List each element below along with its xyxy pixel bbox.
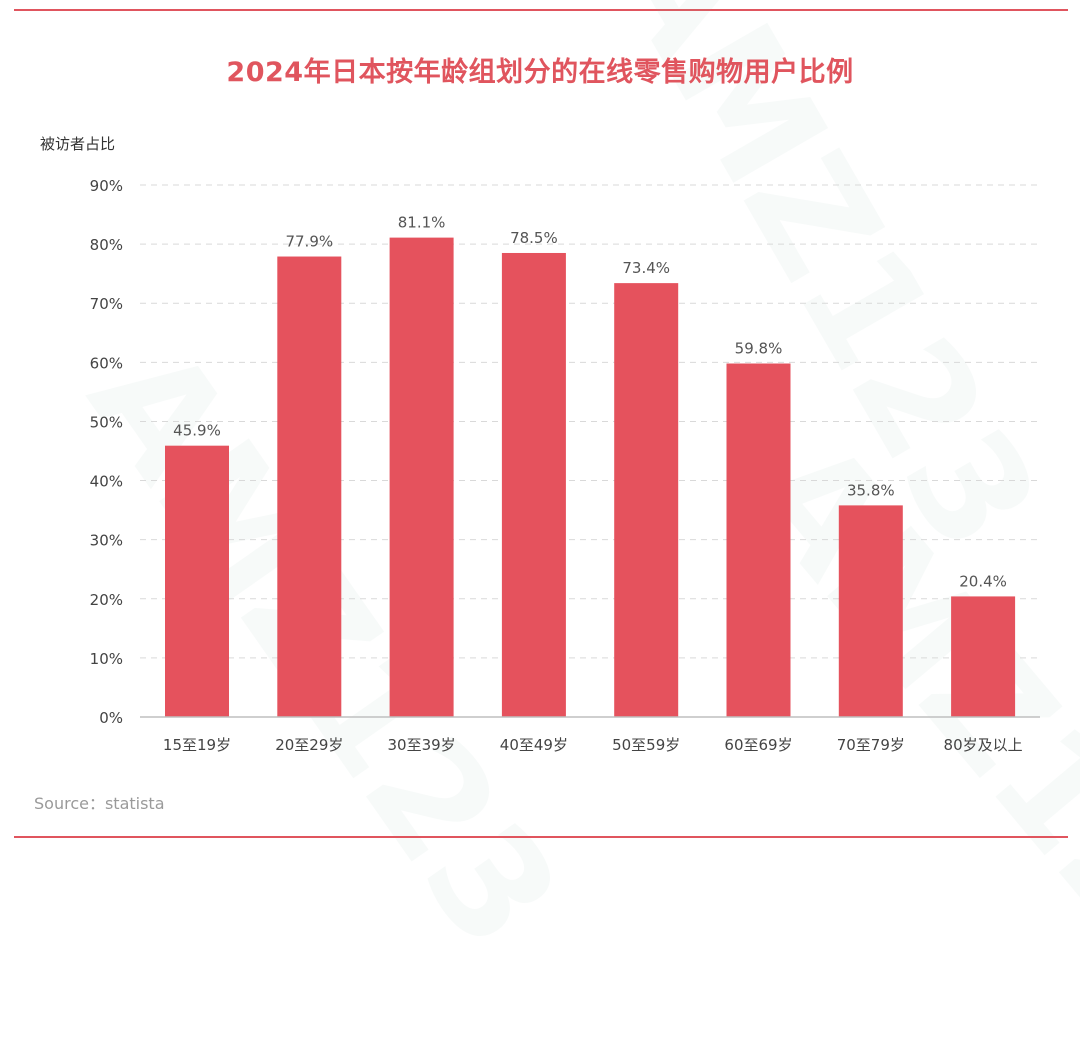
y-tick-label: 0% bbox=[99, 709, 123, 727]
top-border-line bbox=[14, 9, 1068, 11]
x-tick-label: 20至29岁 bbox=[275, 736, 343, 754]
bar-chart: 0% 10% 20% 30% 40% 50% 60% 70% 80% 90% 45.9% 15至19岁… bbox=[90, 177, 1040, 754]
x-tick-label: 70至79岁 bbox=[837, 736, 905, 754]
bar bbox=[838, 505, 903, 717]
data-label: 59.8% bbox=[735, 340, 783, 358]
bar bbox=[389, 237, 454, 717]
y-tick-label: 40% bbox=[90, 473, 123, 491]
source-note: Source：statista bbox=[34, 794, 165, 813]
bar bbox=[277, 256, 342, 717]
data-label: 77.9% bbox=[285, 233, 333, 251]
bar bbox=[614, 283, 679, 717]
y-tick-label: 90% bbox=[90, 177, 123, 195]
bottom-border-line bbox=[14, 836, 1068, 838]
data-label: 35.8% bbox=[847, 481, 895, 499]
y-tick-label: 60% bbox=[90, 354, 123, 372]
x-tick-label: 50至59岁 bbox=[612, 736, 680, 754]
y-tick-label: 10% bbox=[90, 650, 123, 668]
y-tick-label: 50% bbox=[90, 413, 123, 431]
data-label: 20.4% bbox=[959, 572, 1007, 590]
y-axis-label: 被访者占比 bbox=[40, 135, 116, 153]
x-tick-label: 80岁及以上 bbox=[944, 736, 1023, 754]
data-label: 78.5% bbox=[510, 229, 558, 247]
chart-title: 2024年日本按年龄组划分的在线零售购物用户比例 bbox=[226, 57, 854, 88]
bar bbox=[165, 445, 229, 717]
data-label: 73.4% bbox=[622, 259, 670, 277]
bar bbox=[726, 363, 791, 717]
data-label: 81.1% bbox=[398, 214, 446, 232]
bar bbox=[951, 596, 1016, 717]
data-label: 45.9% bbox=[173, 422, 221, 440]
y-tick-label: 80% bbox=[90, 236, 123, 254]
y-tick-label: 20% bbox=[90, 591, 123, 609]
x-tick-label: 40至49岁 bbox=[500, 736, 568, 754]
x-tick-label: 15至19岁 bbox=[163, 736, 231, 754]
y-tick-label: 70% bbox=[90, 295, 123, 313]
x-tick-label: 60至69岁 bbox=[724, 736, 792, 754]
bar bbox=[501, 252, 566, 717]
y-tick-label: 30% bbox=[90, 532, 123, 550]
x-tick-label: 30至39岁 bbox=[388, 736, 456, 754]
